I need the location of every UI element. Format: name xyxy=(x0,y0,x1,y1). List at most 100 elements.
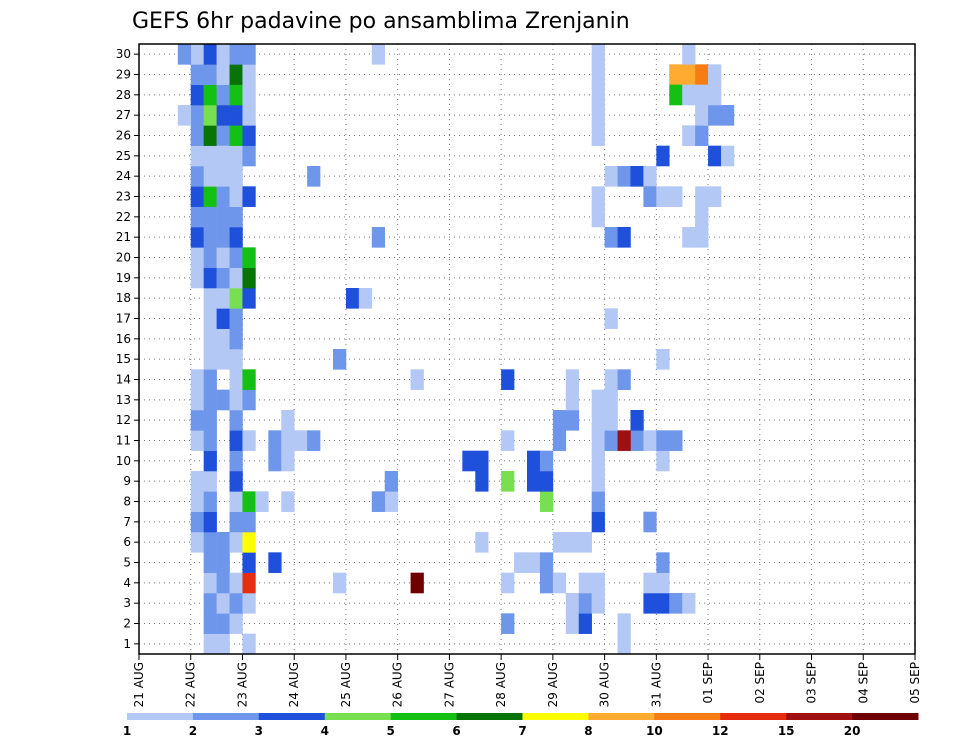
heat-cell xyxy=(242,369,256,390)
colorbar-segment xyxy=(588,713,655,720)
y-tick-label: 1 xyxy=(123,637,131,651)
heat-cell xyxy=(682,227,696,248)
heat-cell xyxy=(501,369,515,390)
heat-cell xyxy=(604,369,618,390)
heat-cell xyxy=(307,430,321,451)
heat-cell xyxy=(242,186,256,207)
heat-cell xyxy=(371,44,386,65)
heat-cell xyxy=(591,186,605,207)
colorbar-segment xyxy=(786,713,853,720)
heat-cell xyxy=(229,511,243,533)
heat-cell xyxy=(281,410,295,431)
heat-cell xyxy=(216,633,230,655)
heat-cell xyxy=(203,308,217,329)
y-tick-label: 8 xyxy=(123,495,131,509)
heat-cell xyxy=(190,511,204,533)
heat-cell xyxy=(695,105,709,126)
x-tick-label: 22 AUG xyxy=(184,662,198,707)
heat-cell xyxy=(539,450,554,472)
colorbar-label: 20 xyxy=(844,724,861,738)
x-tick-label: 01 SEP xyxy=(701,662,715,704)
heat-cell xyxy=(216,44,230,65)
heat-cell xyxy=(216,227,230,248)
heat-cell xyxy=(669,64,683,85)
heat-cell xyxy=(695,125,709,146)
heat-cell xyxy=(539,491,554,512)
heat-cell xyxy=(410,572,424,594)
y-tick-label: 16 xyxy=(116,332,131,346)
heat-cell xyxy=(242,44,256,65)
plot-frame xyxy=(138,43,916,655)
heat-cell xyxy=(591,471,605,492)
heat-cell xyxy=(669,430,683,451)
heat-cell xyxy=(475,471,489,492)
y-tick-label: 23 xyxy=(116,190,131,204)
heat-cell xyxy=(268,552,282,573)
heat-cell xyxy=(203,145,217,167)
heat-cell xyxy=(203,450,217,472)
heat-cell xyxy=(203,349,217,370)
heat-cell xyxy=(643,593,657,614)
x-tick-label: 30 AUG xyxy=(598,662,612,707)
heat-cell xyxy=(591,491,605,512)
heat-cell xyxy=(552,572,567,594)
heat-cell xyxy=(242,247,256,268)
y-tick-label: 13 xyxy=(116,393,131,407)
heat-cell xyxy=(695,64,709,85)
colorbar-segment xyxy=(654,713,721,720)
y-tick-label: 18 xyxy=(116,291,131,305)
heat-cell xyxy=(242,125,256,146)
heat-cell xyxy=(229,44,243,65)
heat-cell xyxy=(203,186,217,207)
heat-cell xyxy=(177,105,192,126)
heat-cell xyxy=(203,84,217,106)
heat-cell xyxy=(591,206,605,228)
heat-cell xyxy=(216,593,230,614)
heat-cell xyxy=(242,105,256,126)
heat-cell xyxy=(708,84,722,106)
x-tick-label: 02 SEP xyxy=(753,662,767,704)
heat-cell xyxy=(216,308,230,329)
heat-cell xyxy=(203,593,217,614)
heat-cell xyxy=(565,389,580,411)
heat-cell xyxy=(190,491,204,512)
heat-cell xyxy=(656,572,670,594)
colorbar-segment xyxy=(456,713,523,720)
heat-cell xyxy=(682,125,696,146)
heat-cell xyxy=(242,389,256,411)
heat-cell xyxy=(617,369,631,390)
heat-cell xyxy=(643,430,657,451)
heat-cell xyxy=(591,450,605,472)
y-axis: 1234567891011121314151617181920212223242… xyxy=(116,47,139,651)
heat-cell xyxy=(514,552,528,573)
heat-cell xyxy=(177,44,192,65)
heat-cell xyxy=(682,84,696,106)
colorbar-label: 3 xyxy=(255,724,263,738)
y-tick-label: 19 xyxy=(116,271,131,285)
heat-cell xyxy=(216,552,230,573)
heat-cell xyxy=(216,166,230,187)
heat-cell xyxy=(552,532,567,553)
heat-cell xyxy=(501,471,515,492)
heat-cell xyxy=(578,532,592,553)
heat-cell xyxy=(229,84,243,106)
heat-cell xyxy=(604,389,618,411)
heat-cell xyxy=(333,349,347,370)
heat-cell xyxy=(203,471,217,492)
colorbar-label: 10 xyxy=(646,724,663,738)
x-axis: 21 AUG 22 AUG 23 AUG 24 AUG 25 AUG 26 AUG 27 A… xyxy=(132,654,922,707)
heat-cell xyxy=(682,44,696,65)
heat-cell xyxy=(527,471,541,492)
heat-cell xyxy=(591,430,605,451)
colorbar-segment xyxy=(522,713,589,720)
heat-cell xyxy=(591,105,605,126)
heat-cell xyxy=(591,389,605,411)
heat-cell xyxy=(190,227,204,248)
heat-cell xyxy=(190,44,204,65)
heat-cell xyxy=(371,491,386,512)
heat-cell xyxy=(475,450,489,472)
y-tick-label: 10 xyxy=(116,454,131,468)
heat-cell xyxy=(203,572,217,594)
heat-cell xyxy=(229,288,243,309)
